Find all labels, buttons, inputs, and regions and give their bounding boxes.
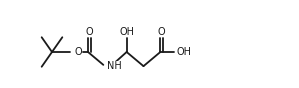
Text: OH: OH [176,47,191,57]
Text: O: O [74,47,82,57]
Text: OH: OH [119,27,134,37]
Text: O: O [158,27,165,37]
Text: NH: NH [107,61,122,71]
Text: O: O [86,27,93,37]
